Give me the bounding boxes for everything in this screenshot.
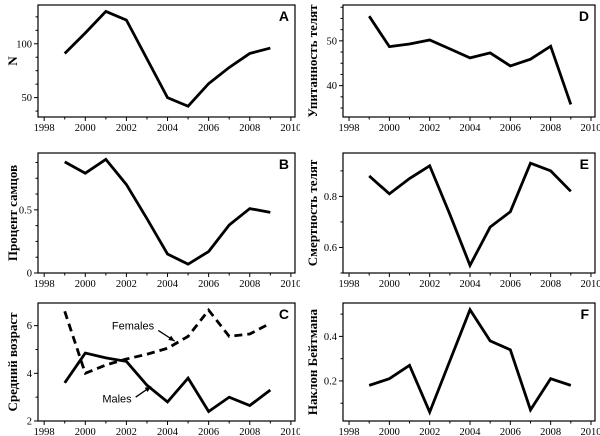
svg-text:2004: 2004 bbox=[157, 427, 179, 436]
y-axis-label-E: Смертность телят bbox=[305, 159, 320, 267]
svg-text:2002: 2002 bbox=[116, 279, 137, 290]
svg-text:2008: 2008 bbox=[540, 279, 561, 290]
panel-B: 1998 2000 2002 2004 2006 2008 2010 0 0.5 Процент… bbox=[0, 145, 300, 290]
svg-text:50: 50 bbox=[22, 93, 33, 104]
svg-text:2000: 2000 bbox=[75, 427, 96, 436]
svg-text:1998: 1998 bbox=[34, 123, 55, 134]
panel-A: 1998 2000 2002 2004 2006 2008 2010 50 100 N A bbox=[0, 0, 300, 145]
svg-text:2010: 2010 bbox=[280, 279, 300, 290]
chart-A-population: 1998 2000 2002 2004 2006 2008 2010 50 100 bbox=[16, 4, 300, 134]
panel-F: 1998 2000 2002 2004 2006 2008 2010 0.2 0.4 Накло… bbox=[300, 290, 600, 436]
svg-text:1998: 1998 bbox=[339, 123, 360, 134]
panel-letter-B: B bbox=[278, 156, 289, 172]
svg-text:2004: 2004 bbox=[460, 279, 482, 290]
svg-text:2010: 2010 bbox=[280, 427, 300, 436]
svg-text:0.2: 0.2 bbox=[324, 376, 337, 387]
svg-text:2006: 2006 bbox=[198, 279, 219, 290]
svg-text:1998: 1998 bbox=[34, 427, 55, 436]
panel-letter-E: E bbox=[579, 156, 589, 172]
svg-text:0: 0 bbox=[27, 269, 32, 280]
svg-text:2004: 2004 bbox=[460, 123, 482, 134]
svg-text:1998: 1998 bbox=[34, 279, 55, 290]
svg-text:0.4: 0.4 bbox=[324, 332, 338, 343]
chart-C-mean-age: 1998 2000 2002 2004 2006 2008 2010 2 4 6 bbox=[27, 302, 300, 436]
svg-text:2008: 2008 bbox=[239, 123, 260, 134]
svg-text:2010: 2010 bbox=[580, 123, 600, 134]
svg-text:2010: 2010 bbox=[580, 427, 600, 436]
panel-E: 1998 2000 2002 2004 2006 2008 2010 0.6 0.8 Смерт… bbox=[300, 145, 600, 290]
svg-text:2010: 2010 bbox=[280, 123, 300, 134]
y-axis-label-B: Процент самцов bbox=[5, 164, 20, 262]
svg-text:2006: 2006 bbox=[500, 279, 521, 290]
svg-text:2004: 2004 bbox=[157, 123, 179, 134]
svg-text:2006: 2006 bbox=[198, 123, 219, 134]
svg-text:100: 100 bbox=[16, 39, 32, 50]
svg-text:2002: 2002 bbox=[419, 279, 440, 290]
chart-F-bateman-slope: 1998 2000 2002 2004 2006 2008 2010 0.2 0.4 bbox=[324, 302, 600, 436]
svg-text:1998: 1998 bbox=[339, 427, 360, 436]
y-axis-label-C: Средний возраст bbox=[5, 312, 20, 412]
panel-letter-F: F bbox=[580, 306, 589, 322]
svg-text:2000: 2000 bbox=[379, 123, 400, 134]
svg-text:2000: 2000 bbox=[379, 427, 400, 436]
svg-text:2002: 2002 bbox=[116, 427, 137, 436]
panel-letter-D: D bbox=[578, 8, 589, 24]
panel-D: 1998 2000 2002 2004 2006 2008 2010 40 50 Упитанн… bbox=[300, 0, 600, 145]
svg-text:2000: 2000 bbox=[75, 123, 96, 134]
y-axis-label-A: N bbox=[5, 56, 20, 66]
chart-E-calf-mortality: 1998 2000 2002 2004 2006 2008 2010 0.6 0.8 bbox=[324, 152, 600, 290]
svg-text:2008: 2008 bbox=[540, 427, 561, 436]
svg-text:2008: 2008 bbox=[239, 279, 260, 290]
svg-text:2006: 2006 bbox=[198, 427, 219, 436]
svg-text:2000: 2000 bbox=[379, 279, 400, 290]
females-series-label: Females bbox=[111, 320, 155, 333]
svg-text:6: 6 bbox=[27, 321, 32, 332]
svg-text:4: 4 bbox=[27, 369, 33, 380]
svg-text:2: 2 bbox=[27, 417, 32, 428]
svg-text:2002: 2002 bbox=[419, 123, 440, 134]
svg-text:2010: 2010 bbox=[580, 279, 600, 290]
panel-C: 1998 2000 2002 2004 2006 2008 2010 2 4 6 Females … bbox=[0, 290, 300, 436]
y-axis-label-D: Упитанность телят bbox=[305, 4, 320, 118]
chart-B-percent-males: 1998 2000 2002 2004 2006 2008 2010 0 0.5 bbox=[19, 152, 300, 290]
svg-text:0.5: 0.5 bbox=[19, 205, 32, 216]
svg-text:2006: 2006 bbox=[500, 427, 521, 436]
panel-letter-A: A bbox=[278, 8, 289, 24]
svg-text:2004: 2004 bbox=[460, 427, 482, 436]
svg-text:0.6: 0.6 bbox=[324, 243, 337, 254]
svg-text:2002: 2002 bbox=[419, 427, 440, 436]
svg-text:2008: 2008 bbox=[239, 427, 260, 436]
svg-text:50: 50 bbox=[327, 36, 338, 47]
svg-text:2002: 2002 bbox=[116, 123, 137, 134]
svg-text:0.8: 0.8 bbox=[324, 192, 337, 203]
svg-text:40: 40 bbox=[327, 81, 338, 92]
svg-text:2004: 2004 bbox=[157, 279, 179, 290]
y-axis-label-F: Наклон Бейтмана bbox=[305, 308, 320, 416]
males-series-label: Males bbox=[102, 393, 132, 406]
svg-text:2000: 2000 bbox=[75, 279, 96, 290]
svg-text:2008: 2008 bbox=[540, 123, 561, 134]
panel-letter-C: C bbox=[278, 306, 289, 322]
svg-text:1998: 1998 bbox=[339, 279, 360, 290]
chart-D-calf-condition: 1998 2000 2002 2004 2006 2008 2010 40 50 bbox=[327, 4, 600, 134]
svg-text:2006: 2006 bbox=[500, 123, 521, 134]
